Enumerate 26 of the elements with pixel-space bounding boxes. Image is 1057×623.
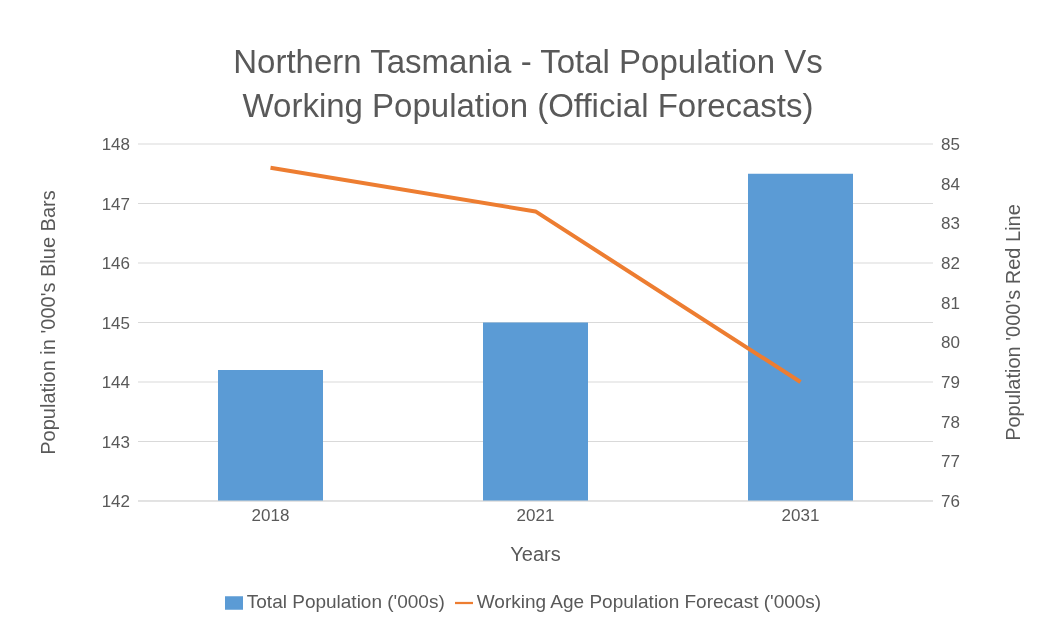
y2-tick-label: 79 [941, 373, 960, 393]
x-axis-title: Years [510, 543, 561, 565]
y-tick-label: 144 [101, 373, 130, 393]
x-tick-label: 2031 [781, 506, 820, 526]
legend-label: Total Population ('000s) [246, 591, 445, 612]
y-axis-title: Population in '000's Blue Bars [37, 190, 60, 455]
y-tick-label: 145 [101, 313, 130, 333]
y2-tick-label: 77 [941, 452, 960, 472]
y2-tick-label: 84 [941, 174, 960, 194]
y-tick-label: 143 [101, 432, 130, 452]
y2-tick-label: 82 [941, 254, 960, 274]
y-tick-label: 147 [101, 194, 130, 214]
y2-tick-label: 80 [941, 333, 960, 353]
y2-tick-label: 81 [941, 293, 960, 313]
y-tick-label: 148 [101, 135, 130, 155]
y2-tick-label: 83 [941, 214, 960, 234]
legend-label: Working Age Population Forecast ('000s) [476, 591, 822, 612]
x-tick-label: 2018 [251, 506, 290, 526]
y2-tick-label: 85 [941, 135, 960, 155]
y2-tick-label: 78 [941, 412, 960, 432]
chart-title: Northern Tasmania - Total Population Vs Working Population (Official Forecasts) [232, 42, 824, 126]
y-tick-label: 142 [101, 492, 130, 512]
y2-axis-title: Population '000's Red Line [1002, 204, 1025, 441]
x-tick-label: 2021 [516, 506, 555, 526]
y-tick-label: 146 [101, 254, 130, 274]
y2-tick-label: 76 [941, 492, 960, 512]
